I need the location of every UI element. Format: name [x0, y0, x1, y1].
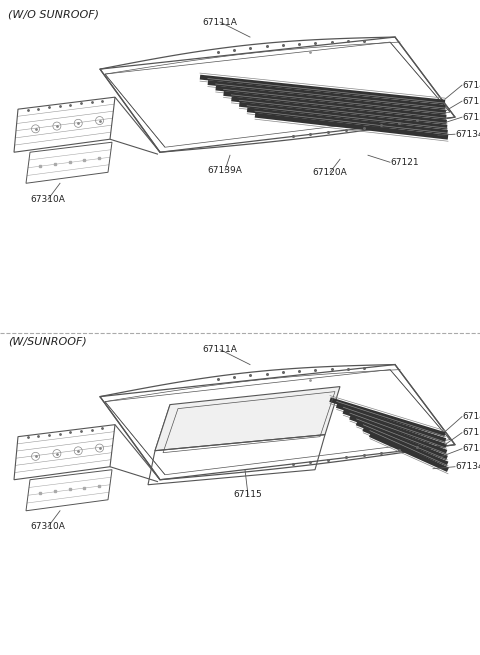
Text: 67126: 67126 — [462, 444, 480, 453]
Text: 67136: 67136 — [462, 428, 480, 437]
Text: 67126: 67126 — [462, 113, 480, 122]
Text: 67120A: 67120A — [312, 168, 348, 177]
Text: 67136: 67136 — [462, 97, 480, 105]
Text: 67139A: 67139A — [207, 166, 242, 175]
Text: 67111A: 67111A — [203, 18, 238, 27]
Text: 67134A: 67134A — [455, 462, 480, 471]
Text: (W/SUNROOF): (W/SUNROOF) — [8, 337, 87, 346]
Text: 67310A: 67310A — [31, 522, 65, 531]
Text: 67141B: 67141B — [462, 81, 480, 90]
Text: 67115: 67115 — [234, 490, 263, 499]
Text: 67134A: 67134A — [455, 130, 480, 139]
Text: (W/O SUNROOF): (W/O SUNROOF) — [8, 9, 99, 19]
Polygon shape — [155, 386, 340, 451]
Text: 67310A: 67310A — [31, 195, 65, 204]
Text: 67121: 67121 — [390, 158, 419, 167]
Text: 67111A: 67111A — [203, 345, 238, 354]
Text: 67141B: 67141B — [462, 412, 480, 421]
